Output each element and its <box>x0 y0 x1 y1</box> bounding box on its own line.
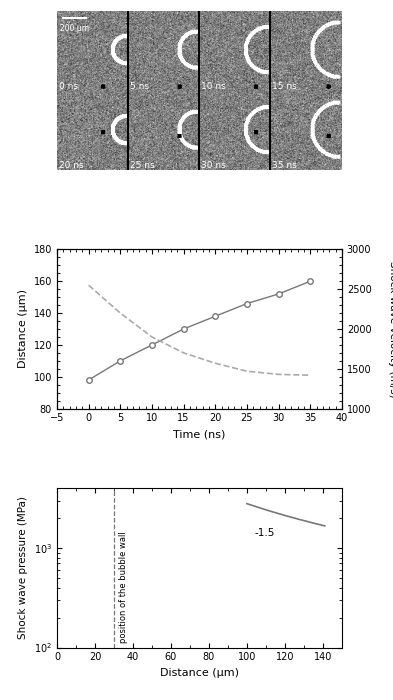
Text: 5 ns: 5 ns <box>130 82 149 91</box>
Y-axis label: Shock wave velocity (m/s): Shock wave velocity (m/s) <box>388 260 393 398</box>
X-axis label: Distance (μm): Distance (μm) <box>160 668 239 678</box>
Text: 25 ns: 25 ns <box>130 161 155 169</box>
Text: -1.5: -1.5 <box>255 528 275 538</box>
Text: 20 ns: 20 ns <box>59 161 84 169</box>
Text: 15 ns: 15 ns <box>272 82 297 91</box>
Text: 35 ns: 35 ns <box>272 161 297 169</box>
Text: 30 ns: 30 ns <box>201 161 226 169</box>
Text: 10 ns: 10 ns <box>201 82 226 91</box>
Text: 200 μm: 200 μm <box>60 24 89 33</box>
Y-axis label: Shock wave pressure (MPa): Shock wave pressure (MPa) <box>18 496 28 639</box>
X-axis label: Time (ns): Time (ns) <box>173 429 226 439</box>
Y-axis label: Distance (μm): Distance (μm) <box>18 290 28 368</box>
Text: position of the bubble wall: position of the bubble wall <box>119 531 128 643</box>
Text: 0 ns: 0 ns <box>59 82 78 91</box>
